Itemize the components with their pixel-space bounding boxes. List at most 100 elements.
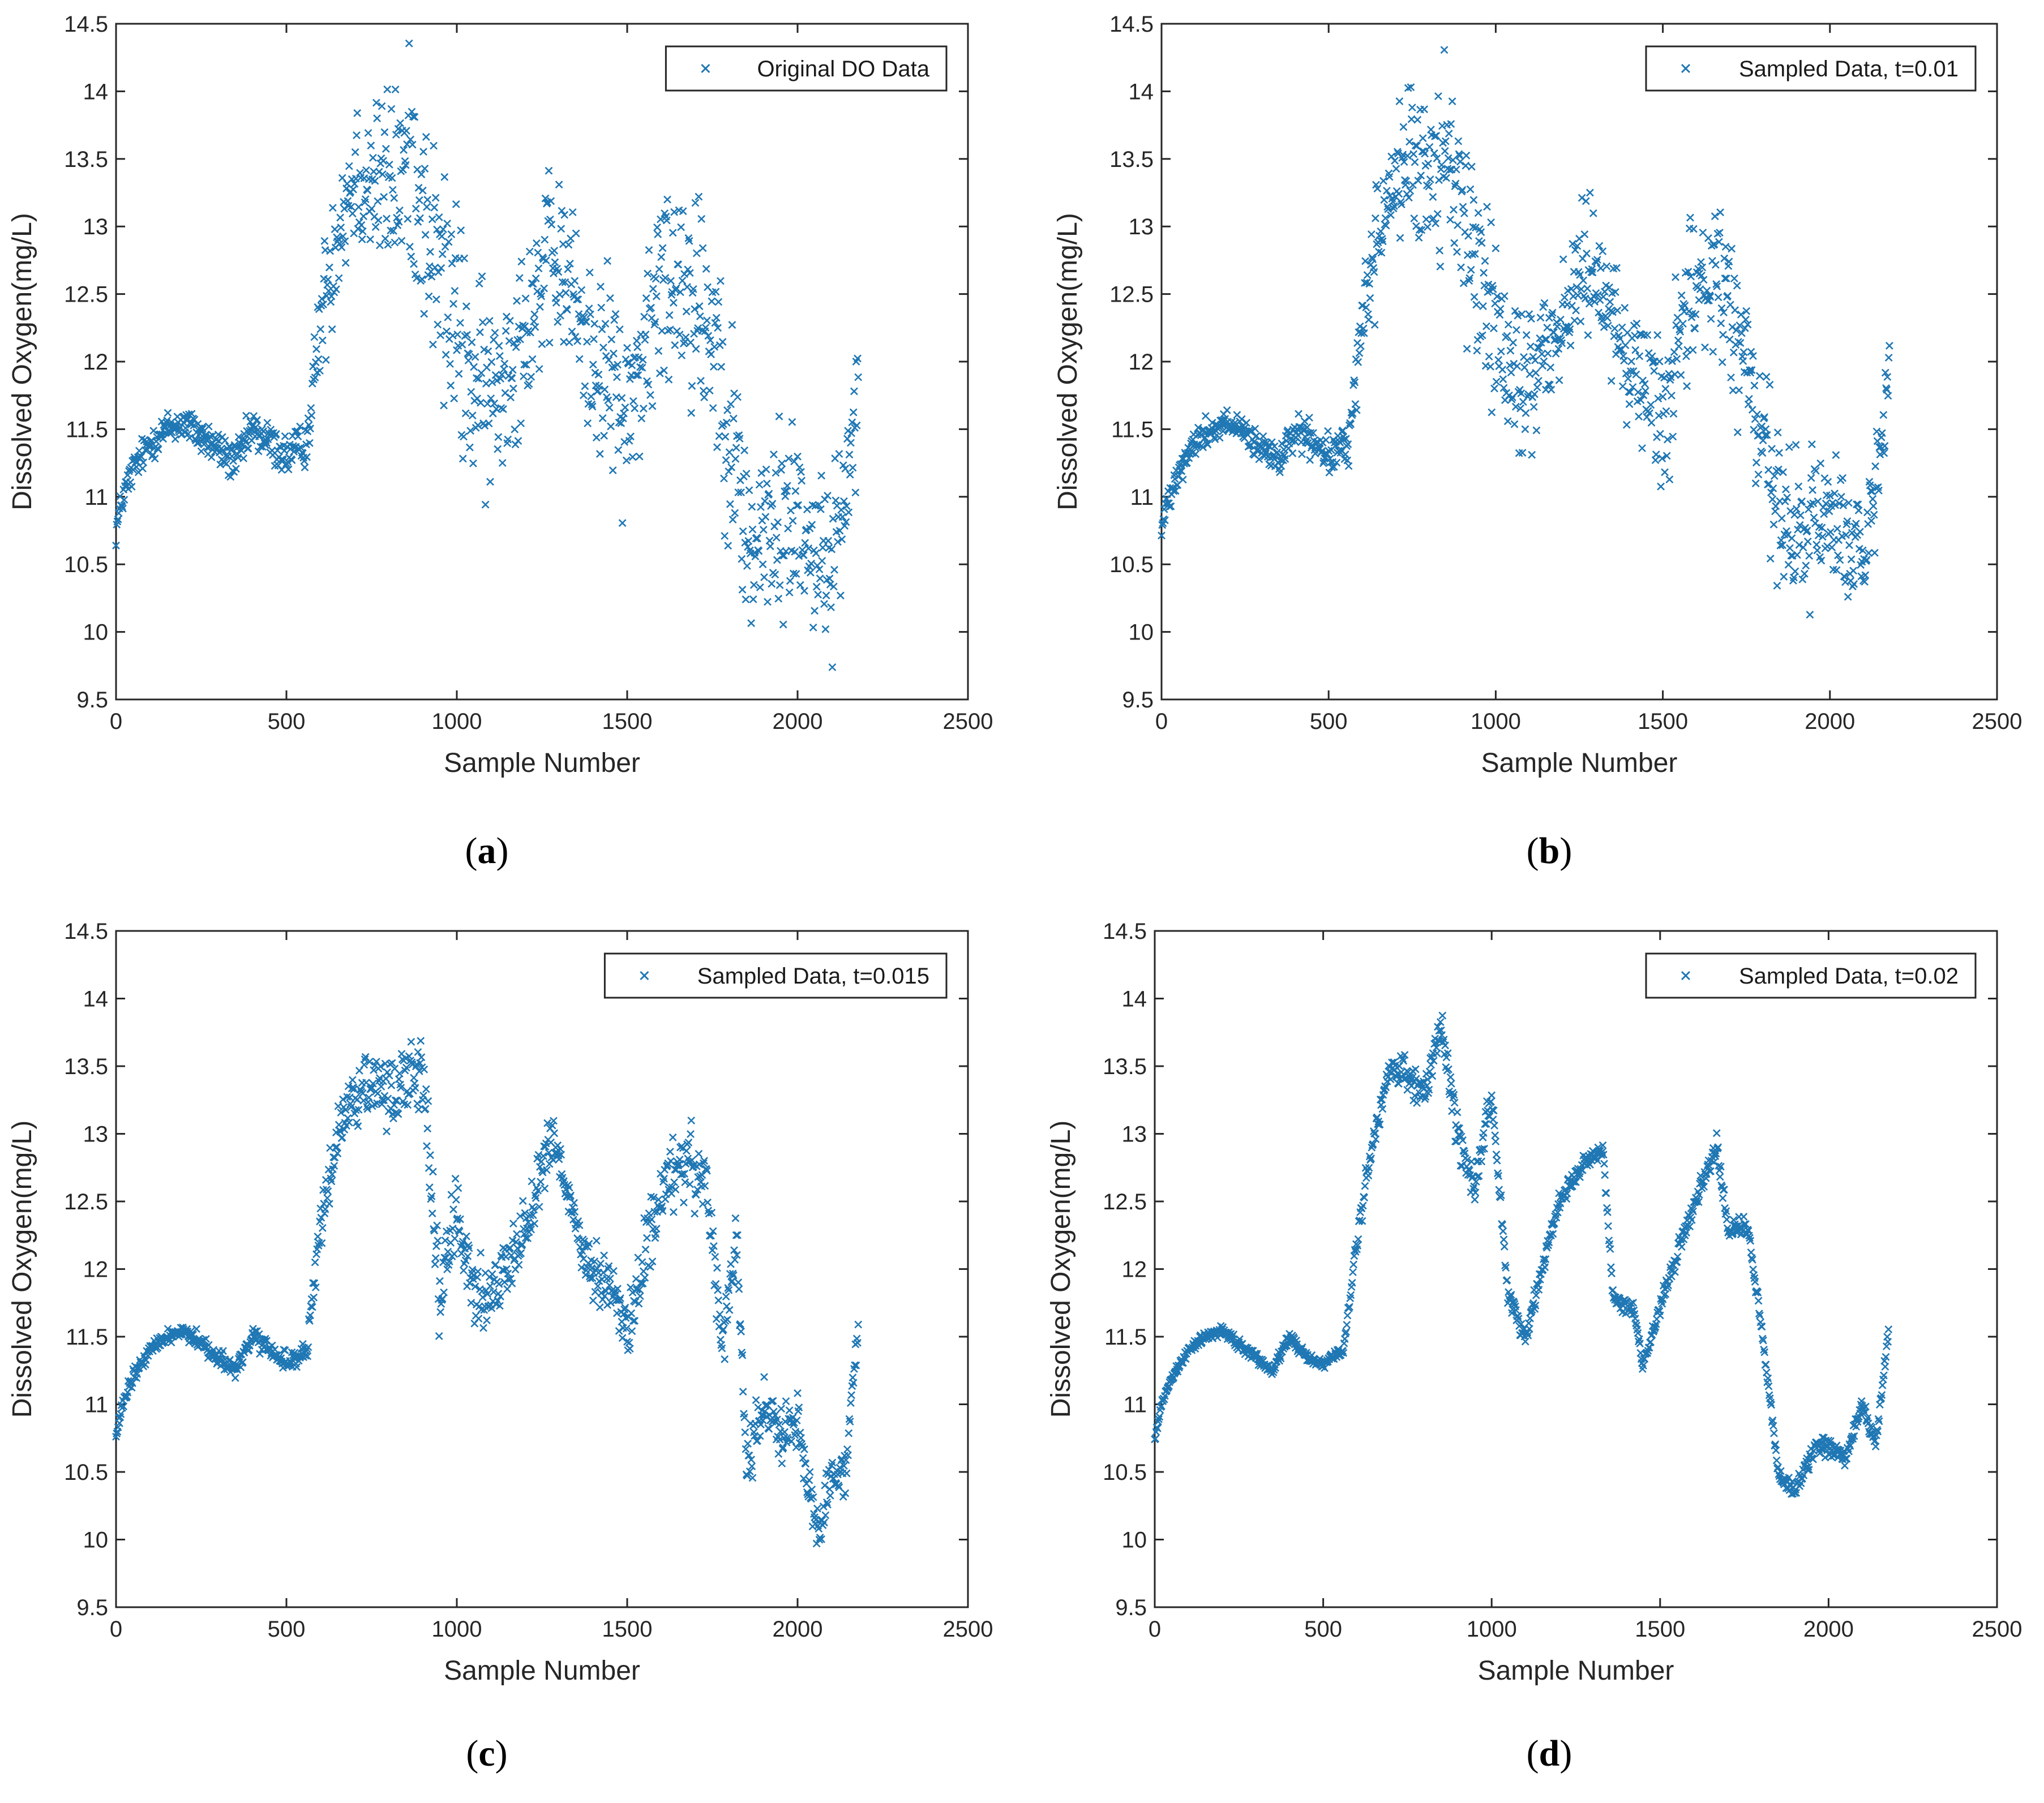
panel-caption: (c) xyxy=(466,1733,507,1774)
x-tick-label: 1000 xyxy=(432,709,482,734)
x-tick-label: 2500 xyxy=(1972,709,2022,734)
data-series xyxy=(1158,46,1893,619)
plot-area-frame xyxy=(1154,930,1998,1608)
y-tick-label: 13.5 xyxy=(64,147,108,172)
y-tick-label: 10 xyxy=(83,620,109,645)
chart-panel-2: 9.5 10 10.5 11 11.5 12 12.5 13 13.5 14 14.5 0 500 100… xyxy=(1053,12,2022,872)
data-point-markers xyxy=(1151,1011,1893,1498)
y-axis-label: Dissolved Oxygen(mg/L) xyxy=(7,213,37,510)
y-tick-label: 14.5 xyxy=(1109,12,1154,37)
plot-area-frame xyxy=(1160,23,1998,701)
chart-panel-1: 9.5 10 10.5 11 11.5 12 12.5 13 13.5 14 14.5 0 500 100… xyxy=(7,12,993,872)
y-tick-label: 13 xyxy=(1122,1122,1147,1147)
caption-open-paren: ( xyxy=(466,1733,478,1774)
data-series xyxy=(1151,1011,1893,1498)
data-point-markers xyxy=(112,1037,863,1548)
x-tick-label: 1500 xyxy=(602,709,653,734)
y-tick-label: 10.5 xyxy=(1103,1460,1147,1485)
caption-open-paren: ( xyxy=(1527,830,1539,872)
y-tick-label: 12 xyxy=(83,350,109,375)
legend-label: Sampled Data, t=0.01 xyxy=(1739,57,1959,81)
y-tick-label: 10 xyxy=(83,1528,109,1553)
x-tick-label: 500 xyxy=(268,709,306,734)
caption-letter: c xyxy=(478,1733,495,1774)
x-tick-label: 0 xyxy=(110,1617,122,1642)
y-tick-label: 9.5 xyxy=(76,1595,108,1620)
x-tick-label: 2000 xyxy=(773,1617,823,1642)
legend-box xyxy=(603,952,948,999)
legend-label: Original DO Data xyxy=(757,57,929,81)
y-tick-label: 13.5 xyxy=(1109,147,1154,172)
y-tick-label: 9.5 xyxy=(1122,688,1154,712)
y-axis-label: Dissolved Oxygen(mg/L) xyxy=(7,1121,37,1418)
y-tick-label: 13 xyxy=(83,1122,109,1147)
y-tick-label: 13 xyxy=(83,214,109,239)
y-tick-label: 10 xyxy=(1129,620,1154,645)
chart-panel-3: 9.5 10 10.5 11 11.5 12 12.5 13 13.5 14 14.5 0 500 100… xyxy=(7,919,993,1774)
chart-panel-4: 9.5 10 10.5 11 11.5 12 12.5 13 13.5 14 14.5 0 500 100… xyxy=(1046,919,2022,1774)
legend: Original DO Data xyxy=(665,45,948,92)
y-tick-label: 12.5 xyxy=(64,282,108,307)
legend-marker-icon xyxy=(701,63,710,74)
y-tick-label: 9.5 xyxy=(76,688,108,712)
y-tick-label: 11 xyxy=(1130,485,1154,510)
legend-box xyxy=(665,45,948,92)
panel-caption: (a) xyxy=(465,830,509,872)
y-tick-label: 12.5 xyxy=(1103,1190,1147,1214)
panel-caption: (b) xyxy=(1527,830,1572,872)
y-tick-label: 11.5 xyxy=(66,417,108,442)
caption-letter: b xyxy=(1539,830,1560,872)
caption-close-paren: ) xyxy=(496,830,509,872)
plot-area-frame xyxy=(115,930,969,1608)
legend: Sampled Data, t=0.015 xyxy=(603,952,948,999)
legend-marker-icon xyxy=(640,971,649,981)
y-tick-label: 14 xyxy=(1129,79,1154,104)
x-tick-label: 500 xyxy=(1310,709,1348,734)
x-tick-label: 0 xyxy=(1155,709,1168,734)
x-tick-label: 1500 xyxy=(1638,709,1688,734)
y-tick-label: 14.5 xyxy=(64,919,108,944)
y-tick-label: 11 xyxy=(84,1393,108,1418)
x-tick-label: 2000 xyxy=(1805,709,1855,734)
x-axis-label: Sample Number xyxy=(1481,748,1678,778)
x-tick-label: 500 xyxy=(268,1617,306,1642)
y-tick-label: 13.5 xyxy=(1103,1054,1147,1079)
y-tick-label: 14 xyxy=(1122,987,1147,1012)
x-tick-label: 2500 xyxy=(943,1617,993,1642)
x-tick-label: 2500 xyxy=(1972,1617,2022,1642)
x-tick-label: 0 xyxy=(1149,1617,1161,1642)
x-tick-label: 1500 xyxy=(1635,1617,1685,1642)
data-series xyxy=(112,39,863,671)
y-tick-label: 11 xyxy=(84,485,108,510)
panel-caption: (d) xyxy=(1527,1733,1572,1774)
data-point-markers xyxy=(112,39,863,671)
legend: Sampled Data, t=0.01 xyxy=(1645,45,1977,92)
y-tick-label: 14.5 xyxy=(1103,919,1147,944)
y-tick-label: 11 xyxy=(1123,1393,1147,1418)
y-tick-label: 14 xyxy=(83,987,109,1012)
y-tick-label: 14.5 xyxy=(64,12,108,37)
x-tick-label: 1500 xyxy=(602,1617,653,1642)
legend: Sampled Data, t=0.02 xyxy=(1645,952,1977,999)
y-tick-label: 12 xyxy=(1122,1257,1147,1282)
x-axis-label: Sample Number xyxy=(444,748,640,778)
x-tick-label: 1000 xyxy=(432,1617,482,1642)
y-tick-label: 12.5 xyxy=(1109,282,1154,307)
y-tick-label: 11.5 xyxy=(1111,417,1154,442)
y-tick-label: 9.5 xyxy=(1115,1595,1147,1620)
x-tick-label: 2000 xyxy=(773,709,823,734)
x-axis-label: Sample Number xyxy=(1478,1656,1674,1686)
data-series xyxy=(112,1037,863,1548)
caption-letter: a xyxy=(478,830,496,872)
legend-label: Sampled Data, t=0.02 xyxy=(1739,964,1959,989)
plot-area-frame xyxy=(115,23,969,701)
y-tick-label: 13 xyxy=(1129,214,1154,239)
x-tick-label: 2000 xyxy=(1803,1617,1854,1642)
y-tick-label: 13.5 xyxy=(64,1054,108,1079)
x-tick-label: 1000 xyxy=(1471,709,1521,734)
x-axis-label: Sample Number xyxy=(444,1656,640,1686)
caption-close-paren: ) xyxy=(1559,1733,1572,1774)
x-tick-label: 2500 xyxy=(943,709,993,734)
